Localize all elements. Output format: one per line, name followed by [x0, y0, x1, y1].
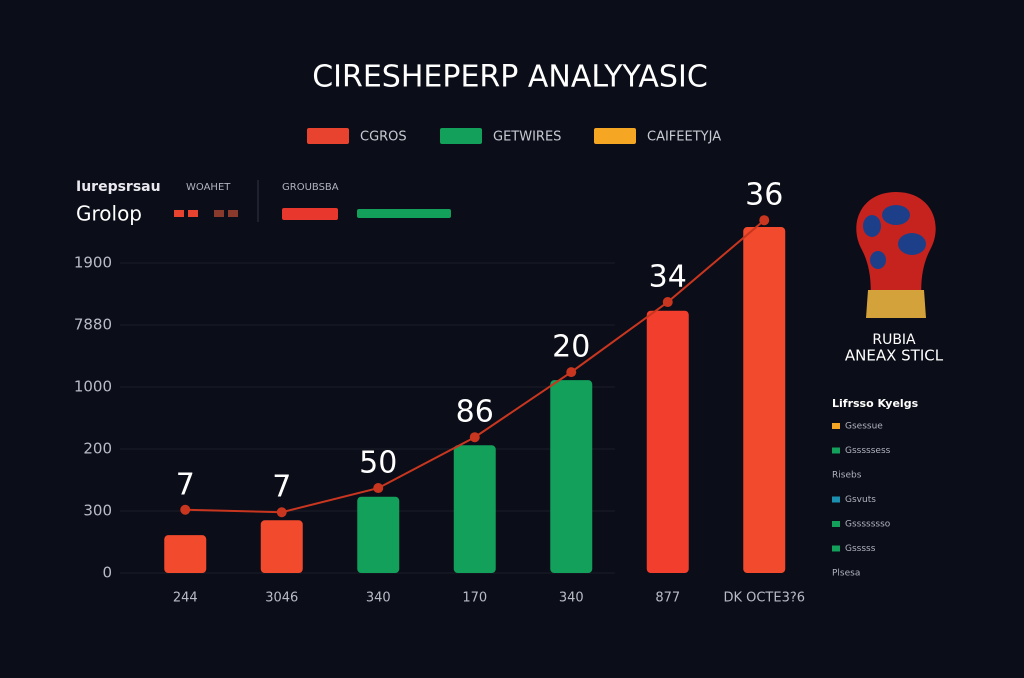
chart-title: CIRESHEPERP ANALYYASIC: [312, 60, 708, 95]
decor: [228, 210, 238, 217]
header-label: Iurepsrsau: [76, 179, 161, 195]
logo-title: RUBIA: [872, 332, 916, 348]
trend-point: [662, 297, 673, 308]
annotation: 34: [649, 260, 687, 295]
list-swatch: [832, 496, 840, 503]
legend-swatch: [440, 128, 482, 144]
bar: [260, 520, 303, 573]
x-tick-label: 3046: [265, 591, 298, 606]
annotation: 36: [745, 178, 783, 213]
bar: [743, 227, 786, 574]
trend-point: [469, 432, 480, 443]
y-tick-label: 300: [83, 502, 112, 520]
x-tick-label: 244: [173, 591, 198, 606]
header-label: WOAHET: [186, 182, 231, 193]
bar: [550, 380, 593, 573]
legend-swatch: [307, 128, 349, 144]
x-tick-label: 340: [366, 591, 391, 606]
list-item: Gsessue: [845, 422, 883, 432]
list-item: Gssssssso: [845, 520, 891, 530]
annotation: 7: [272, 470, 291, 505]
list-swatch: [832, 423, 840, 429]
y-tick-label: 1900: [74, 254, 112, 272]
x-tick-label: 170: [462, 591, 487, 606]
legend-swatch: [594, 128, 636, 144]
legend-label: CAIFEETYJA: [647, 130, 721, 145]
y-tick-label: 200: [83, 440, 112, 458]
annotation: 86: [456, 395, 494, 430]
decor: [214, 210, 224, 217]
bar: [357, 496, 400, 573]
legend-label: GETWIRES: [493, 130, 561, 145]
decor: [188, 210, 198, 217]
decor: [174, 210, 184, 217]
x-tick-label: DK OCTE3?6: [723, 591, 805, 606]
trend-point: [276, 507, 287, 518]
header-label: GROUBSBA: [282, 182, 339, 193]
annotation: 50: [359, 446, 397, 481]
trend-point: [373, 483, 384, 494]
annotation: 20: [552, 330, 590, 365]
list-item: Risebs: [832, 471, 862, 481]
bar: [453, 445, 496, 573]
decor: [357, 209, 451, 218]
y-tick-label: 0: [102, 564, 112, 582]
bar: [646, 310, 689, 573]
bar: [164, 535, 207, 573]
trend-point: [180, 504, 191, 515]
list-item: Gsvuts: [845, 495, 876, 505]
x-tick-label: 340: [559, 591, 584, 606]
x-tick-label: 877: [655, 591, 680, 606]
list-item: Gsssss: [845, 544, 876, 554]
y-tick-label: 7880: [74, 316, 112, 334]
logo: [856, 192, 936, 318]
decor: [282, 208, 338, 220]
list-swatch: [832, 521, 840, 527]
trend-point: [566, 367, 577, 378]
logo-subtitle: ANEAX STICL: [845, 347, 944, 365]
y-tick-label: 1000: [74, 378, 112, 396]
list-item: Plsesa: [832, 569, 860, 579]
list-title: Lifrsso Kyelgs: [832, 397, 919, 410]
list-swatch: [832, 545, 840, 552]
list-item: Gsssssess: [845, 446, 891, 456]
header-label: Grolop: [76, 202, 142, 226]
list-swatch: [832, 447, 840, 454]
legend-label: CGROS: [360, 130, 407, 145]
annotation: 7: [176, 467, 195, 502]
trend-point: [759, 215, 770, 226]
